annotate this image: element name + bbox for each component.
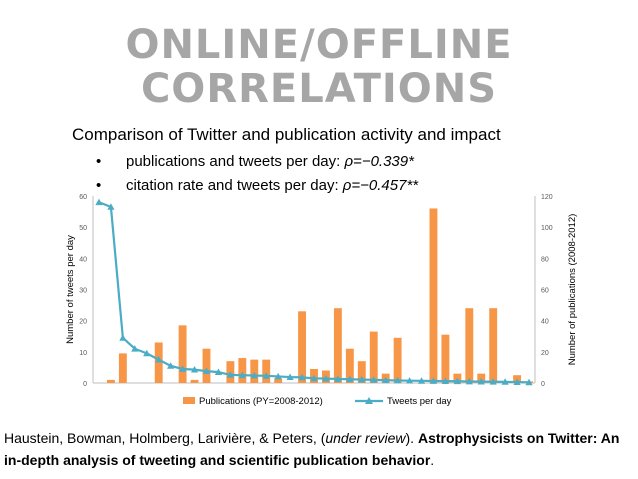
- bullet-stat: ρ=−0.339*: [344, 153, 414, 170]
- citation-end: .: [430, 452, 435, 468]
- y-right-tick-label: 80: [541, 256, 549, 263]
- tweets-point: [513, 378, 521, 385]
- tweets-point: [477, 377, 485, 385]
- y-right-tick-label: 120: [541, 194, 553, 201]
- bar: [369, 331, 378, 383]
- bar: [250, 359, 259, 383]
- citation: Haustein, Bowman, Holmberg, Larivière, &…: [4, 427, 638, 471]
- bullet-dot: •: [96, 177, 102, 194]
- combo-chart: 0 10 20 30 40 50 60 0 20 40 60 80 100 120 Number of tw…: [65, 194, 578, 407]
- bar: [333, 308, 342, 383]
- bar: [178, 325, 187, 383]
- y-right-tick-label: 40: [541, 319, 549, 326]
- tweets-point: [155, 356, 163, 363]
- bar: [441, 334, 450, 383]
- tweets-point: [465, 377, 473, 385]
- bar: [118, 353, 127, 383]
- y-left-tick-label: 20: [79, 319, 87, 326]
- y-right-axis-title: Number of publications (2008-2012): [567, 214, 578, 366]
- tweets-point: [298, 373, 306, 381]
- bar: [262, 359, 271, 383]
- tweets-point: [489, 378, 497, 385]
- tweets-point: [167, 362, 175, 369]
- citation-authors: Haustein, Bowman, Holmberg, Larivière, &…: [4, 430, 326, 446]
- legend-swatch-publications: [183, 397, 195, 404]
- bullet-text: citation rate and tweets per day:: [126, 177, 343, 194]
- bar: [202, 348, 211, 383]
- citation-after-status: ).: [405, 430, 418, 446]
- bullet-publications: • publications and tweets per day: ρ=−0.3…: [96, 153, 414, 170]
- tweets-line: [98, 201, 530, 384]
- tweets-point: [286, 373, 294, 380]
- tweets-point: [107, 203, 115, 210]
- tweets-point: [441, 377, 450, 385]
- tweets-point: [394, 376, 402, 384]
- y-right-tick-label: 100: [541, 225, 553, 232]
- bar: [393, 337, 402, 383]
- tweets-point: [405, 377, 414, 384]
- y-left-axis-title: Number of tweets per day: [65, 235, 76, 344]
- tweets-point: [382, 376, 390, 384]
- slide-subtitle: Comparison of Twitter and publication ac…: [72, 125, 501, 144]
- tweets-point: [131, 345, 139, 352]
- bar: [489, 308, 498, 383]
- tweets-point: [178, 365, 187, 372]
- bar: [154, 342, 163, 383]
- tweets-point: [238, 371, 246, 379]
- slide-title-line1: ONLINE/OFFLINE: [125, 22, 513, 68]
- tweets-point: [274, 372, 282, 380]
- bar: [345, 348, 354, 383]
- y-left-tick-label: 0: [83, 381, 87, 388]
- tweets-point: [202, 367, 211, 375]
- tweets-point: [119, 334, 127, 341]
- tweets-point: [429, 377, 438, 384]
- tweets-point: [346, 375, 354, 383]
- y-right-tick-label: 0: [541, 381, 545, 388]
- tweets-point: [95, 198, 103, 206]
- bullet-stat: ρ=−0.457**: [342, 177, 419, 194]
- bar: [106, 379, 115, 383]
- legend-swatch-marker: [365, 397, 373, 404]
- tweets-point: [525, 378, 533, 386]
- legend-label-publications: Publications (PY=2008-2012): [199, 396, 323, 407]
- y-left-tick-label: 10: [79, 350, 87, 357]
- bar: [357, 361, 366, 383]
- tweets-point: [214, 368, 223, 375]
- tweets-point: [501, 378, 509, 385]
- tweets-point: [358, 375, 366, 383]
- bar: [298, 311, 306, 383]
- bar: [465, 308, 474, 383]
- citation-status: under review: [325, 430, 406, 446]
- tweets-point: [310, 374, 318, 382]
- bar: [238, 358, 247, 383]
- citation-title: Astrophysicists on Twitter: An in-depth …: [4, 430, 620, 468]
- bullet-text: publications and tweets per day:: [126, 153, 345, 170]
- bullet-citation-rate: • citation rate and tweets per day: ρ=−0.…: [96, 177, 418, 194]
- y-right-tick-label: 60: [541, 288, 549, 295]
- y-left-tick-label: 60: [79, 194, 87, 201]
- tweets-point: [262, 372, 270, 379]
- legend-label-tweets: Tweets per day: [387, 396, 452, 407]
- tweets-point: [453, 377, 461, 385]
- slide-title-line2: CORRELATIONS: [140, 66, 498, 112]
- y-right-tick-label: 20: [541, 350, 549, 357]
- tweets-point: [226, 371, 234, 378]
- tweets-point: [370, 376, 378, 383]
- y-left-tick-label: 50: [79, 225, 87, 232]
- bar: [429, 208, 438, 383]
- tweets-point: [334, 375, 342, 382]
- tweets-point: [190, 365, 199, 373]
- bullet-dot: •: [96, 153, 102, 170]
- bar: [274, 378, 283, 383]
- tweets-point: [417, 377, 426, 384]
- y-left-tick-label: 40: [79, 256, 87, 263]
- tweets-point: [143, 349, 151, 357]
- tweets-point: [250, 371, 258, 379]
- y-left-tick-label: 30: [79, 288, 87, 295]
- bar: [190, 379, 199, 383]
- tweets-point: [322, 375, 330, 382]
